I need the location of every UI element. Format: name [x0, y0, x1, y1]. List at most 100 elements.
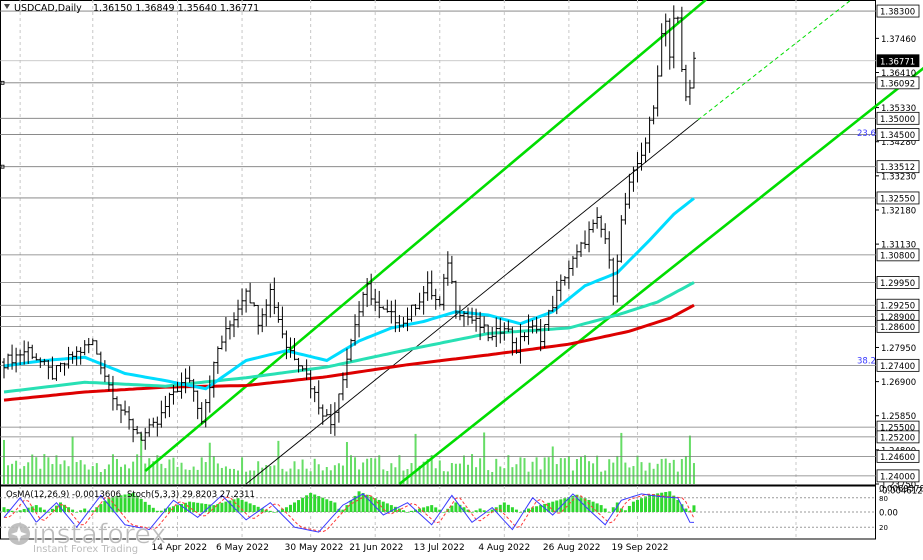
volume-bar — [451, 463, 453, 484]
volume-bar — [588, 461, 590, 484]
volume-bar — [657, 464, 659, 484]
volume-bar — [653, 469, 655, 484]
volume-bar — [47, 457, 49, 484]
volume-bar — [519, 457, 521, 484]
volume-bar — [443, 471, 445, 484]
volume-bar — [273, 465, 275, 484]
osma-bar — [220, 503, 223, 512]
osma-bar — [99, 504, 102, 512]
osma-bar — [487, 512, 490, 513]
volume-bar — [693, 463, 695, 484]
volume-bar — [31, 455, 33, 484]
level-label: 1.28600 — [880, 323, 915, 333]
volume-bar — [669, 463, 671, 484]
volume-bar — [681, 459, 683, 484]
osma-bar — [511, 507, 514, 512]
osma-bar — [426, 506, 429, 512]
volume-bar — [298, 469, 300, 484]
volume-bar — [217, 463, 219, 484]
stoch-label: Stoch(5,3,3) 29.8203 27.2311 — [127, 490, 255, 500]
osma-bar — [608, 512, 611, 513]
volume-bar — [148, 458, 150, 484]
volume-bar — [584, 455, 586, 484]
volume-bar — [616, 456, 618, 484]
osma-bar — [3, 507, 6, 512]
osma-bar — [632, 502, 635, 512]
osma-bar — [148, 505, 151, 512]
stoch-scale-label: 20 — [879, 524, 888, 532]
osma-bar — [103, 501, 106, 512]
volume-bar — [3, 440, 5, 484]
volume-bar — [257, 461, 259, 484]
volume-bar — [96, 463, 98, 484]
volume-bar — [108, 464, 110, 484]
watermark: instaforex Instant Forex Trading — [8, 519, 166, 555]
osma-bar — [370, 496, 373, 512]
volume-bar — [120, 467, 122, 484]
volume-bar — [68, 466, 70, 484]
volume-bar — [318, 464, 320, 484]
volume-bar — [556, 464, 558, 484]
volume-bar — [314, 459, 316, 484]
osma-bar — [19, 510, 22, 512]
osma-bar — [269, 511, 272, 512]
volume-bar — [245, 472, 247, 484]
volume-bar — [447, 471, 449, 484]
volume-bar — [15, 461, 17, 484]
volume-bar — [322, 470, 324, 484]
volume-bar — [334, 465, 336, 484]
volume-bar — [168, 459, 170, 484]
level-label: 1.36092 — [880, 79, 915, 89]
volume-bar — [76, 462, 78, 484]
volume-bar — [382, 469, 384, 484]
x-tick-label: 14 Apr 2022 — [152, 543, 208, 553]
osma-bar — [156, 511, 159, 512]
y-tick-label: 1.27950 — [881, 344, 916, 354]
y-tick-label: 1.33230 — [881, 172, 916, 182]
volume-bar — [205, 462, 207, 484]
volume-bar — [524, 458, 526, 484]
osma-bar — [140, 499, 143, 512]
volume-bar — [269, 466, 271, 484]
volume-bar — [596, 456, 598, 484]
volume-bar — [55, 455, 57, 484]
volume-bar — [661, 459, 663, 484]
osma-bar — [418, 509, 421, 512]
level-label: 1.38300 — [880, 8, 915, 18]
osma-bar — [454, 502, 457, 512]
volume-bar — [378, 455, 380, 484]
volume-bar — [80, 460, 82, 484]
osma-bar — [245, 502, 248, 512]
volume-bar — [294, 461, 296, 484]
volume-bar — [612, 463, 614, 484]
volume-bar — [197, 470, 199, 484]
osma-bar — [329, 501, 332, 512]
osma-bar — [692, 505, 695, 512]
y-tick-label: 1.32180 — [881, 206, 916, 216]
volume-bar — [398, 455, 400, 484]
volume-bar — [479, 458, 481, 484]
volume-bar — [665, 459, 667, 484]
volume-bar — [281, 469, 283, 484]
volume-bar — [685, 456, 687, 484]
volume-bar — [27, 462, 29, 484]
osma-bar — [35, 505, 38, 512]
ohlc-values: 1.36150 1.36849 1.35640 1.36771 — [93, 3, 259, 14]
osma-bar — [333, 502, 336, 512]
volume-bar — [201, 457, 203, 484]
osma-bar — [75, 512, 78, 513]
osma-bar — [519, 512, 522, 513]
osma-bar — [309, 493, 312, 512]
osma-bar — [39, 507, 42, 512]
volume-bar — [370, 458, 372, 484]
volume-bar — [23, 466, 25, 484]
volume-bar — [673, 460, 675, 484]
osma-bar — [293, 502, 296, 512]
level-label: 1.24600 — [880, 453, 915, 463]
volume-bar — [560, 458, 562, 484]
volume-bar — [374, 458, 376, 484]
osma-bar — [668, 491, 671, 512]
osma-bar — [273, 512, 276, 513]
osma-bar — [406, 512, 409, 513]
